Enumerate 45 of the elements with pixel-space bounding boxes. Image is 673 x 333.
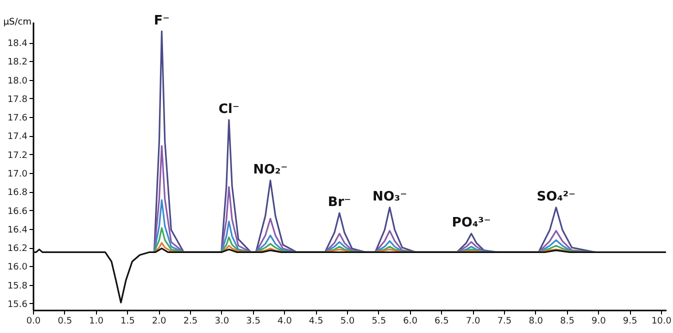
y-tick-label: 17.8	[7, 94, 28, 105]
annotation: NO₃⁻	[372, 189, 407, 204]
annotation: NO₂⁻	[253, 162, 288, 178]
x-tick-label: 2.5	[183, 316, 198, 326]
y-tick-label: 18.4	[7, 39, 28, 50]
x-tick-label: 8.0	[528, 316, 544, 326]
line-series	[32, 248, 667, 304]
y-tick-label: 15.8	[7, 281, 28, 292]
y-tick-label: 17.4	[7, 132, 28, 142]
x-tick-label: 8.5	[560, 316, 574, 326]
x-tick-label: 6.0	[403, 316, 418, 326]
y-tick-label: 15.6	[7, 300, 28, 310]
y-tick-label: 18.0	[7, 76, 28, 86]
y-tick-label: 16.0	[7, 262, 28, 273]
x-tick-label: 3.0	[214, 316, 230, 326]
x-tick-label: 5.0	[340, 316, 355, 326]
x-tick-label: 0.0	[26, 316, 41, 326]
annotation: Cl⁻	[218, 102, 240, 117]
y-axis-title: µS/cm	[3, 18, 32, 28]
x-tick-label: 5.5	[372, 316, 386, 326]
x-tick-label: 2.0	[152, 316, 167, 326]
x-tick-label: 1.5	[120, 316, 135, 326]
x-tick-label: 7.0	[466, 316, 481, 326]
y-tick-label: 17.0	[7, 169, 28, 180]
x-tick-label: 4.0	[278, 316, 292, 326]
y-tick-label: 16.2	[7, 244, 28, 254]
x-tick-label: 3.5	[246, 316, 260, 326]
x-tick-label: 9.5	[622, 316, 638, 326]
x-tick-label: 4.5	[308, 316, 324, 326]
y-tick-label: 16.8	[7, 188, 28, 198]
x-tick-label: 7.5	[497, 316, 512, 326]
y-tick-label: 16.6	[7, 206, 28, 217]
x-tick-label: 1.0	[89, 316, 104, 326]
annotation: Br⁻	[328, 195, 352, 210]
x-tick-label: 10.0	[651, 316, 672, 326]
y-tick-label: 17.2	[7, 150, 28, 161]
x-tick-label: 9.0	[592, 316, 606, 326]
y-tick-label: 17.6	[7, 114, 28, 124]
x-tick-label: 6.5	[434, 316, 449, 326]
annotation: PO₄³⁻	[452, 216, 491, 231]
annotation: SO₄²⁻	[536, 189, 576, 204]
y-tick-label: 16.4	[7, 225, 28, 236]
annotation: F⁻	[154, 13, 170, 28]
x-tick-label: 0.5	[58, 316, 72, 326]
y-tick-label: 18.2	[7, 58, 28, 68]
